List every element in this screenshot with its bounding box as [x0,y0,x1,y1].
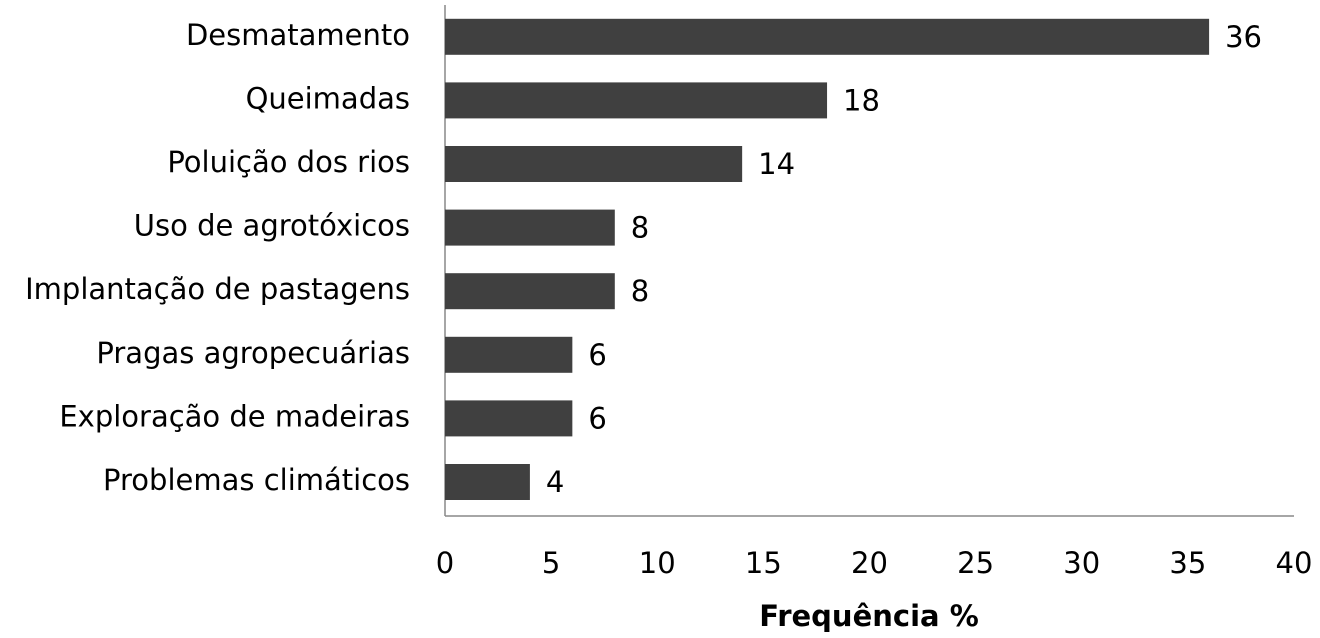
value-label: 14 [758,147,795,181]
bar [445,464,530,500]
y-tick-label: Queimadas [246,81,410,115]
x-tick-label: 15 [745,546,782,580]
value-label: 4 [546,465,564,499]
bar [445,273,615,310]
value-label: 36 [1225,20,1262,54]
y-tick-label: Pragas agropecuárias [96,336,410,370]
x-tick-label: 0 [436,546,454,580]
y-tick-label: Desmatamento [186,18,410,52]
x-axis-label: Frequência % [759,599,979,633]
bar [445,82,828,119]
bar [445,18,1210,55]
y-tick-label: Poluição dos rios [167,145,410,179]
x-tick-label: 5 [542,546,560,580]
value-label: 6 [588,401,606,435]
x-tick-label: 20 [851,546,888,580]
x-tick-label: 25 [957,546,994,580]
x-tick-label: 30 [1063,546,1100,580]
value-label: 8 [631,211,649,245]
bar [445,209,615,246]
value-label: 6 [588,338,606,372]
bar [445,336,573,373]
x-tick-label: 35 [1169,546,1206,580]
y-tick-label: Exploração de madeiras [59,399,410,433]
value-label: 18 [843,83,880,117]
y-tick-label: Uso de agrotóxicos [134,209,410,243]
bar [445,146,743,182]
bar [445,400,573,437]
x-tick-label: 40 [1276,546,1313,580]
value-label: 8 [631,274,649,308]
x-tick-label: 10 [639,546,676,580]
y-tick-label: Implantação de pastagens [25,272,410,306]
y-tick-label: Problemas climáticos [103,463,410,497]
